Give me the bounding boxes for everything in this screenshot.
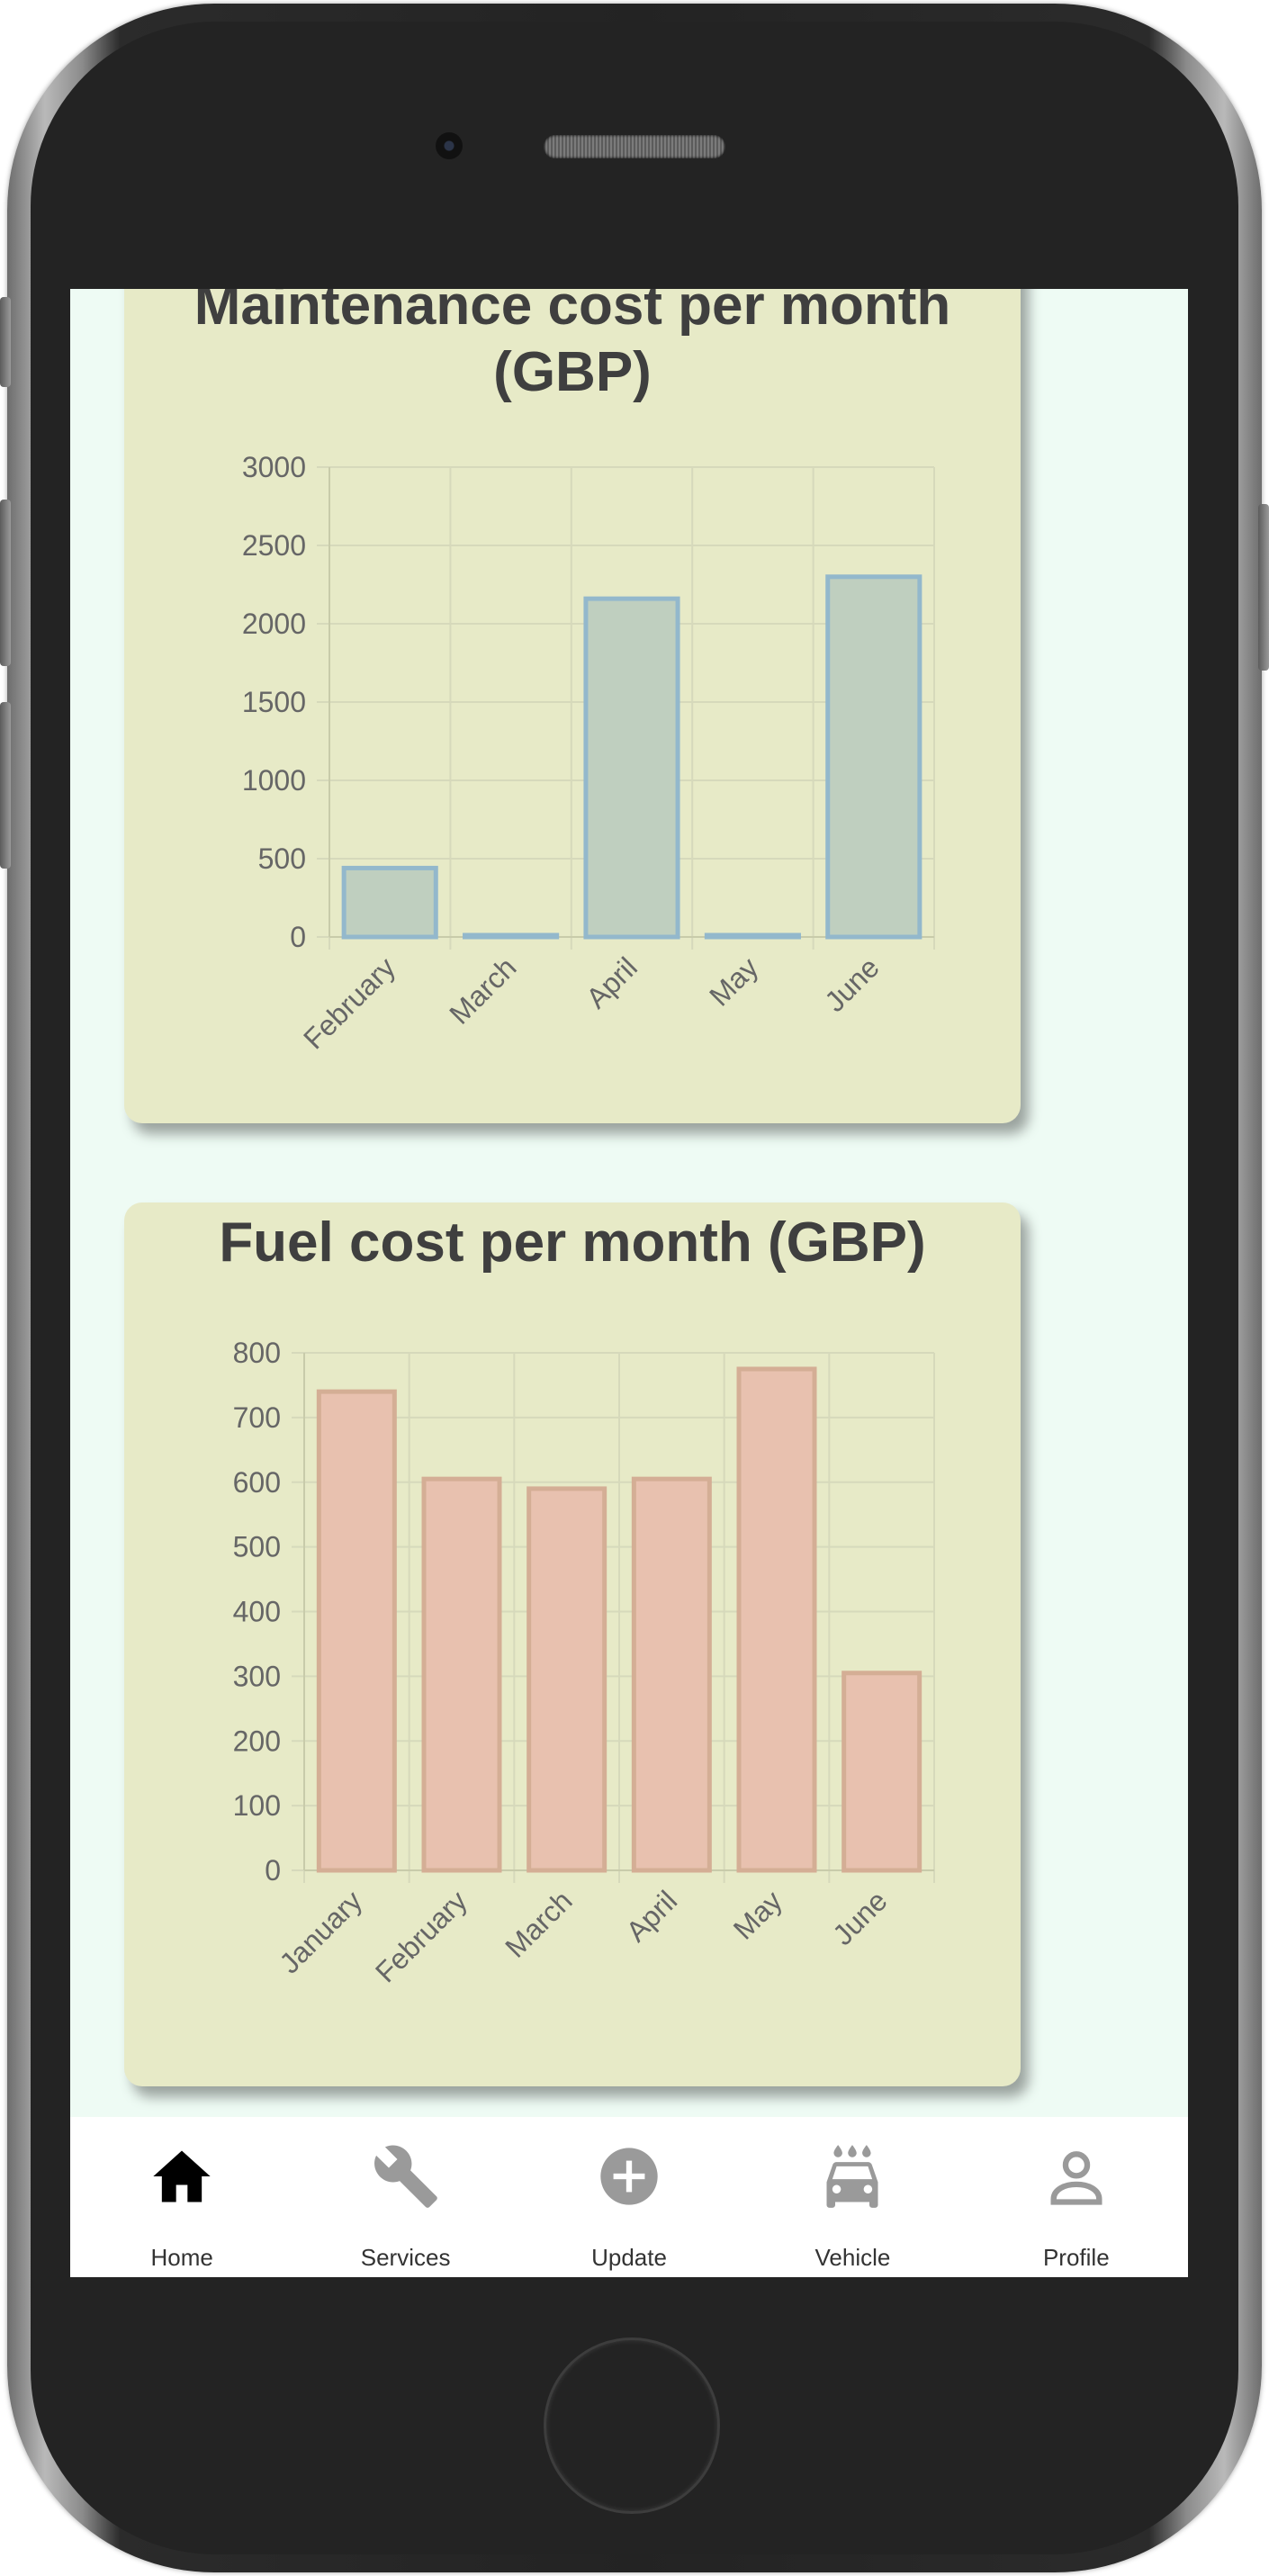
volume-up-button	[0, 500, 11, 666]
plus-circle-icon	[600, 2148, 658, 2205]
fuel-bar-chart: 0 100 200 300 400 500 600 700 800 January February…	[233, 1337, 935, 1988]
bar-june[interactable]	[842, 1671, 922, 1873]
y-tick-label: 600	[233, 1466, 281, 1499]
y-tick-label: 300	[233, 1660, 281, 1692]
nav-label-profile: Profile	[1042, 2244, 1110, 2271]
nav-label-update: Update	[591, 2244, 667, 2271]
nav-item-services[interactable]: Services	[293, 2117, 517, 2277]
nav-label-home: Home	[150, 2244, 213, 2271]
x-tick-label: March	[443, 950, 522, 1030]
x-tick-label: February	[297, 950, 401, 1055]
car-wash-icon	[826, 2145, 878, 2208]
y-tick-label: 800	[233, 1337, 281, 1369]
mute-switch	[0, 297, 11, 387]
y-tick-label: 500	[258, 842, 306, 875]
x-tick-label: March	[499, 1884, 578, 1963]
person-icon	[1050, 2151, 1102, 2205]
fuel-card-title: Fuel cost per month (GBP)	[219, 1211, 926, 1274]
x-tick-label: June	[826, 1884, 894, 1951]
y-tick-label: 2500	[242, 529, 306, 562]
front-camera	[436, 132, 463, 159]
wrench-icon	[374, 2145, 437, 2208]
bar-february[interactable]	[421, 1476, 502, 1873]
y-tick-label: 700	[233, 1401, 281, 1434]
home-icon	[153, 2150, 211, 2202]
power-button	[1258, 504, 1269, 671]
y-tick-label: 3000	[242, 451, 306, 483]
app-screen: Maintenance cost per month (GBP) 0 500 100…	[70, 289, 1188, 2277]
earpiece-speaker	[544, 135, 725, 158]
x-tick-label: May	[727, 1884, 788, 1945]
maintenance-bar-chart: 0 500 1000 1500 2000 2500 3000 February March Apr…	[242, 451, 935, 1055]
x-tick-label: April	[580, 950, 644, 1014]
maintenance-title-line1: Maintenance cost per month	[194, 289, 951, 337]
y-tick-label: 0	[265, 1854, 281, 1887]
x-tick-label: June	[818, 950, 886, 1018]
x-tick-label: May	[703, 950, 764, 1012]
bar-may[interactable]	[736, 1366, 817, 1873]
y-tick-label: 2000	[242, 608, 306, 640]
volume-down-button	[0, 702, 11, 869]
home-hardware-button[interactable]	[544, 2337, 720, 2514]
fuel-cost-card: Fuel cost per month (GBP) 0 100 200 300 400 5…	[124, 1202, 1021, 2086]
y-tick-label: 500	[233, 1531, 281, 1563]
bar-march[interactable]	[526, 1486, 608, 1873]
maintenance-title-line2: (GBP)	[493, 341, 652, 404]
y-tick-label: 0	[290, 921, 306, 953]
maintenance-cost-card: Maintenance cost per month (GBP) 0 500 100…	[124, 289, 1021, 1123]
x-tick-label: February	[369, 1884, 473, 1988]
y-tick-label: 200	[233, 1725, 281, 1757]
bar-march[interactable]	[463, 932, 560, 940]
bar-january[interactable]	[316, 1389, 397, 1873]
x-tick-label: April	[620, 1884, 684, 1948]
nav-item-update[interactable]: Update	[518, 2117, 741, 2277]
y-tick-label: 1000	[242, 764, 306, 797]
bar-february[interactable]	[341, 865, 438, 940]
y-tick-label: 400	[233, 1596, 281, 1628]
y-tick-label: 100	[233, 1789, 281, 1822]
x-tick-label: January	[273, 1884, 368, 1979]
bottom-navigation: Home Services Update Vehicle	[70, 2117, 1188, 2277]
maintenance-card-title: Maintenance cost per month (GBP)	[124, 289, 1021, 407]
nav-item-vehicle[interactable]: Vehicle	[741, 2117, 964, 2277]
y-tick-label: 1500	[242, 686, 306, 718]
bar-april[interactable]	[583, 596, 680, 940]
bar-june[interactable]	[825, 574, 922, 940]
bar-april[interactable]	[631, 1476, 712, 1873]
nav-label-services: Services	[360, 2244, 451, 2271]
nav-item-profile[interactable]: Profile	[965, 2117, 1188, 2277]
nav-label-vehicle: Vehicle	[814, 2244, 891, 2271]
nav-item-home[interactable]: Home	[70, 2117, 293, 2277]
bar-may[interactable]	[704, 932, 801, 940]
